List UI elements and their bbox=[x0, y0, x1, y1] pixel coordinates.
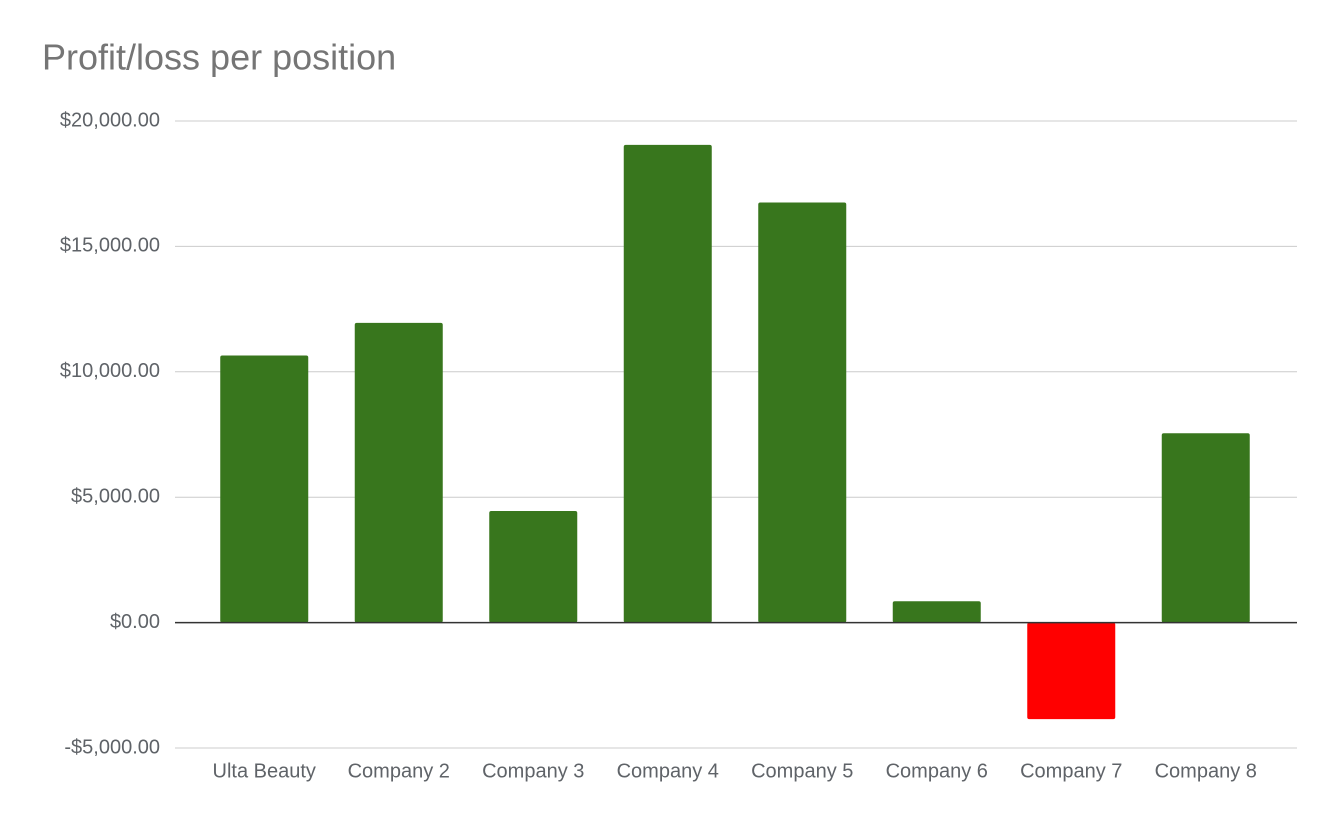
y-tick-label: $0.00 bbox=[110, 611, 160, 633]
bar bbox=[489, 510, 578, 623]
x-tick-label: Company 4 bbox=[617, 760, 719, 782]
x-tick-label: Company 2 bbox=[348, 760, 450, 782]
y-tick-label: $15,000.00 bbox=[60, 235, 160, 257]
chart-title: Profit/loss per position bbox=[42, 37, 396, 78]
x-tick-label: Company 7 bbox=[1020, 760, 1122, 782]
x-tick-label: Ulta Beauty bbox=[213, 760, 316, 782]
bar bbox=[623, 144, 712, 623]
bar bbox=[220, 355, 309, 623]
bar bbox=[1027, 622, 1116, 720]
y-tick-label: -$5,000.00 bbox=[64, 736, 160, 758]
y-tick-label: $10,000.00 bbox=[60, 360, 160, 382]
bar bbox=[1161, 433, 1250, 623]
x-tick-label: Company 5 bbox=[751, 760, 853, 782]
x-tick-label: Company 8 bbox=[1155, 760, 1257, 782]
y-tick-label: $20,000.00 bbox=[60, 109, 160, 131]
bar bbox=[354, 322, 443, 623]
x-tick-label: Company 3 bbox=[482, 760, 584, 782]
bar bbox=[758, 202, 847, 623]
x-tick-label: Company 6 bbox=[886, 760, 988, 782]
y-tick-label: $5,000.00 bbox=[71, 485, 160, 507]
bar bbox=[892, 601, 981, 623]
